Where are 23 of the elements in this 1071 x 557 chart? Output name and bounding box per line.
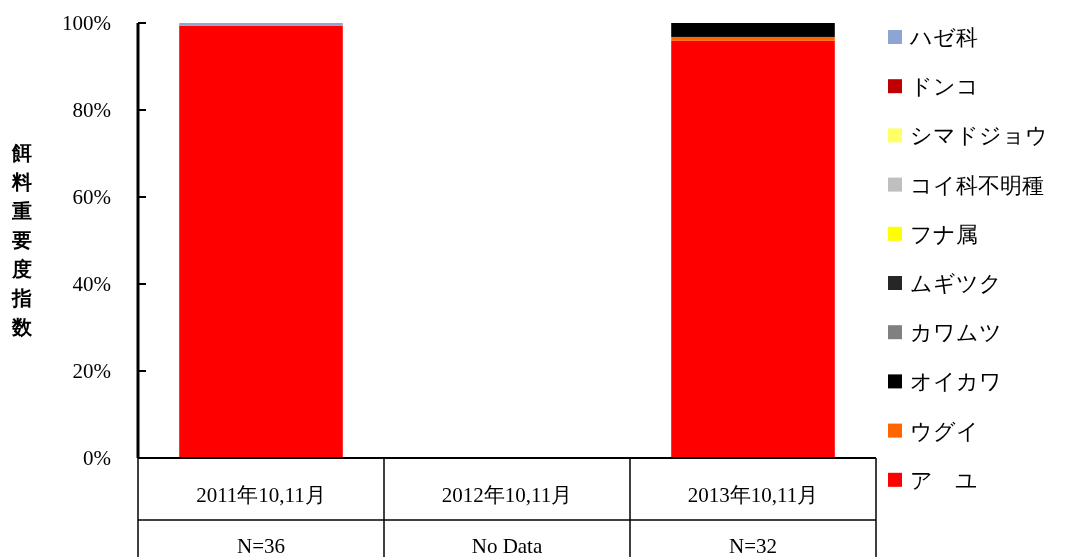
ylabel: 餌料重要度指数 — [12, 142, 32, 338]
legend-label: フナ属 — [910, 221, 978, 247]
legend-label: ムギツク — [910, 271, 1002, 296]
legend-label: ウグイ — [910, 418, 979, 444]
legend-label: シマドジョウ — [910, 123, 1048, 149]
legend-label: カワムツ — [910, 320, 1002, 346]
x-tick-label: 2012年10,11月 — [441, 483, 573, 507]
text: No Data — [471, 534, 543, 557]
y-tick-label: 100% — [62, 11, 111, 35]
legend-label: ドンコ — [910, 74, 979, 100]
legend-label: ハゼ科 — [909, 25, 978, 50]
legend-label: オイカワ — [910, 369, 1002, 395]
x-tick-label: 2013年10,11月 — [687, 483, 819, 507]
y-tick-label: 0% — [83, 446, 111, 470]
legend-label: ア ユ — [910, 467, 978, 493]
y-tick-label: 40% — [72, 272, 111, 296]
text: N=36 — [236, 534, 286, 557]
legend-label: コイ科不明種 — [910, 172, 1044, 198]
text: N=32 — [728, 534, 778, 557]
y-tick-label: 20% — [72, 359, 111, 383]
y-tick-label: 80% — [72, 98, 111, 122]
x-tick-label: 2011年10,11月 — [196, 483, 326, 507]
y-tick-label: 60% — [72, 185, 111, 209]
